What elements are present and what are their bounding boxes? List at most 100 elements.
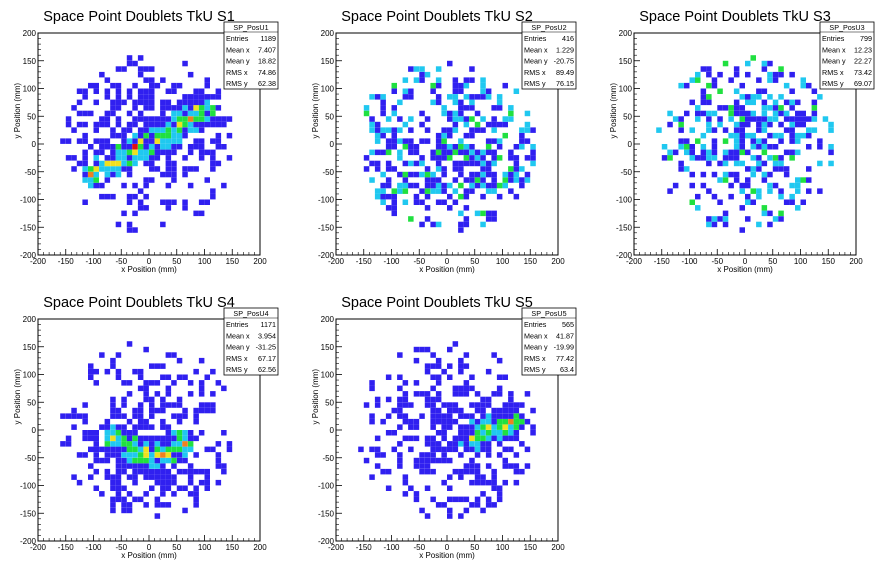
heatmap-cell <box>182 435 188 442</box>
heatmap-cell <box>110 413 116 419</box>
heatmap-cell <box>115 82 122 89</box>
heatmap-cell <box>385 413 392 419</box>
heatmap-cell <box>165 149 172 156</box>
heatmap-cell <box>115 144 122 150</box>
heatmap-cell <box>447 424 453 430</box>
heatmap-cell <box>143 463 149 469</box>
heatmap-cell <box>419 507 425 514</box>
heatmap-cell <box>121 132 127 139</box>
heatmap-cell <box>165 121 172 128</box>
heatmap-cell <box>137 149 144 156</box>
heatmap-cell <box>530 127 536 133</box>
heatmap-cell <box>689 149 695 156</box>
y-tick-label: -150 <box>318 223 335 232</box>
heatmap-cell <box>374 402 381 408</box>
heatmap-cell <box>165 352 172 358</box>
heatmap-cell <box>474 391 481 397</box>
heatmap-cell <box>88 446 94 453</box>
stats-value-rms-y: 69.07 <box>854 79 872 88</box>
heatmap-cell <box>441 166 447 172</box>
heatmap-cell <box>435 457 442 464</box>
heatmap-cell <box>204 468 210 475</box>
heatmap-cell <box>154 446 161 453</box>
heatmap-cell <box>65 413 72 419</box>
heatmap-cell <box>82 155 88 161</box>
heatmap-cell <box>93 121 99 128</box>
heatmap-cell <box>772 99 779 106</box>
heatmap-cell <box>806 82 812 89</box>
heatmap-cell <box>778 71 784 78</box>
heatmap-cell <box>397 463 403 469</box>
heatmap-cell <box>485 149 492 156</box>
heatmap-cell <box>121 457 127 464</box>
y-axis-label: y Position (mm) <box>13 83 22 139</box>
heatmap-cell <box>71 474 77 480</box>
heatmap-cell <box>745 199 751 205</box>
stats-value-mean-x: 3.954 <box>258 331 276 340</box>
heatmap-cell <box>143 127 149 133</box>
heatmap-cell <box>137 407 144 414</box>
heatmap-cell <box>435 132 442 139</box>
heatmap-cell <box>71 407 77 414</box>
heatmap-cell <box>513 435 520 442</box>
heatmap-cell <box>143 502 149 508</box>
heatmap-cell <box>480 221 486 228</box>
heatmap-cell <box>767 71 773 78</box>
heatmap-cell <box>160 144 166 150</box>
heatmap-cell <box>198 468 205 475</box>
heatmap-cell <box>221 430 227 436</box>
heatmap-cell <box>132 227 138 233</box>
heatmap-cell <box>110 193 116 200</box>
x-tick-label: 200 <box>551 257 565 266</box>
heatmap-cell <box>149 99 155 106</box>
heatmap-cell <box>165 374 172 380</box>
heatmap-cell <box>160 374 166 380</box>
heatmap-cell <box>385 138 392 144</box>
heatmap-cell <box>160 502 166 508</box>
heatmap-cell <box>447 413 453 419</box>
heatmap-cell <box>104 446 111 453</box>
heatmap-cell <box>508 430 514 436</box>
heatmap-cell <box>817 94 823 100</box>
heatmap-cell <box>391 144 397 150</box>
heatmap-cell <box>226 446 233 453</box>
heatmap-cell <box>485 166 492 172</box>
heatmap-cell <box>391 166 397 172</box>
heatmap-cell <box>413 424 420 430</box>
heatmap-cell <box>115 413 122 419</box>
heatmap-cell <box>391 210 397 217</box>
heatmap-cell <box>684 149 690 156</box>
heatmap-cell <box>198 407 205 414</box>
heatmap-cell <box>496 424 503 430</box>
heatmap-cell <box>397 138 403 144</box>
heatmap-cell <box>795 177 801 183</box>
heatmap-cell <box>452 160 459 167</box>
heatmap-cell <box>143 144 149 150</box>
heatmap-cell <box>176 402 183 408</box>
heatmap-cell <box>469 77 475 83</box>
heatmap-cell <box>115 121 122 128</box>
chart-title: Space Point Doublets TkU S3 <box>639 9 831 25</box>
heatmap-cell <box>132 82 138 89</box>
heatmap-cell <box>413 182 420 189</box>
heatmap-cell <box>165 99 172 106</box>
heatmap-cell <box>391 205 397 211</box>
heatmap-cell <box>778 166 784 172</box>
heatmap-cell <box>137 468 144 475</box>
heatmap-cell <box>408 424 414 430</box>
heatmap-cell <box>435 357 442 364</box>
heatmap-cell <box>739 138 745 144</box>
heatmap-cell <box>413 193 420 200</box>
heatmap-cell <box>496 496 503 503</box>
heatmap-cell <box>132 105 138 111</box>
heatmap-cell <box>165 474 172 480</box>
heatmap-cell <box>115 105 122 111</box>
heatmap-cell <box>110 396 116 403</box>
heatmap-cell <box>745 99 751 106</box>
heatmap-cell <box>402 88 409 94</box>
heatmap-cell <box>413 496 420 503</box>
x-tick-label: 50 <box>768 257 777 266</box>
heatmap-cell <box>76 121 83 128</box>
heatmap-cell <box>187 94 194 100</box>
heatmap-cell <box>480 424 486 430</box>
